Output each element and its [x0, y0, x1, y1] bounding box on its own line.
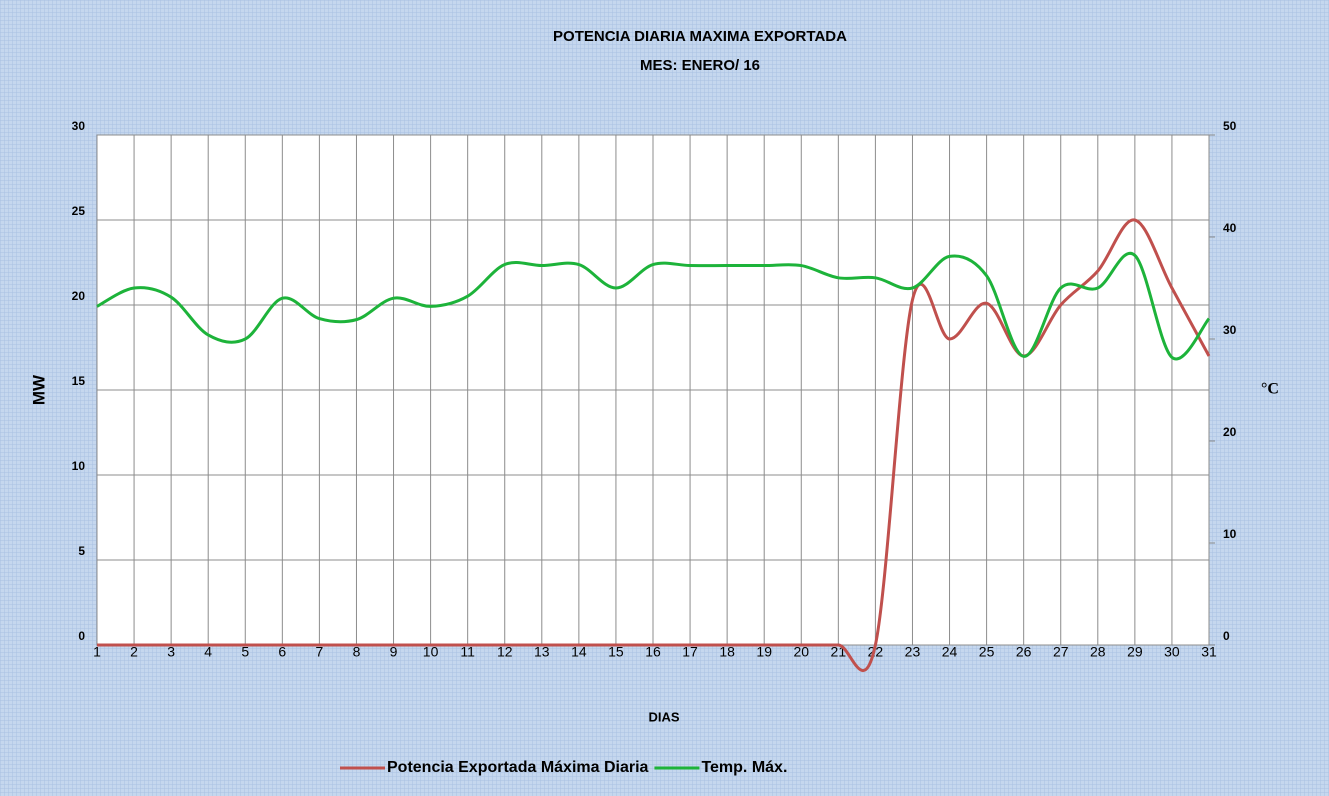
series-line [96, 251, 1211, 361]
x-tick-label: 25 [979, 644, 995, 660]
x-tick-label: 29 [1127, 644, 1143, 660]
y-tick-label: 0 [78, 629, 85, 643]
y-axis-label: MW [29, 374, 48, 405]
x-tick-label: 15 [608, 644, 624, 660]
x-tick-label: 27 [1053, 644, 1069, 660]
x-tick-label: 7 [316, 644, 324, 660]
y2-tick-label: 30 [1223, 323, 1237, 337]
y2-tick-label: 0 [1223, 629, 1230, 643]
x-axis-label: DIAS [648, 709, 679, 724]
chart-title: POTENCIA DIARIA MAXIMA EXPORTADA [553, 28, 847, 45]
chart-subtitle: MES: ENERO/ 16 [640, 57, 760, 74]
y-tick-label: 15 [72, 374, 86, 388]
x-tick-label: 31 [1201, 644, 1217, 660]
y-tick-label: 20 [72, 289, 86, 303]
y2-tick-label: 10 [1223, 527, 1237, 541]
x-tick-label: 8 [353, 644, 361, 660]
x-tick-label: 13 [534, 644, 550, 660]
x-tick-label: 24 [942, 644, 958, 660]
x-tick-label: 6 [278, 644, 286, 660]
legend-label: Temp. Máx. [701, 759, 787, 776]
x-tick-label: 2 [130, 644, 138, 660]
x-tick-label: 1 [93, 644, 101, 660]
x-tick-label: 14 [571, 644, 587, 660]
x-tick-label: 11 [460, 644, 475, 660]
y2-tick-label: 40 [1223, 221, 1237, 235]
x-tick-label: 4 [204, 644, 212, 660]
x-tick-label: 18 [719, 644, 735, 660]
y-tick-label: 25 [72, 204, 86, 218]
y2-tick-label: 50 [1223, 119, 1237, 133]
x-tick-label: 26 [1016, 644, 1032, 660]
x-tick-label: 16 [645, 644, 661, 660]
x-tick-label: 19 [756, 644, 772, 660]
y-tick-label: 30 [72, 119, 86, 133]
y-tick-label: 5 [78, 544, 85, 558]
x-tick-label: 5 [241, 644, 249, 660]
x-tick-label: 20 [793, 644, 809, 660]
x-tick-label: 12 [497, 644, 513, 660]
x-tick-label: 17 [682, 644, 698, 660]
x-tick-label: 23 [905, 644, 921, 660]
x-tick-label: 28 [1090, 644, 1106, 660]
y2-axis-label: °C [1261, 381, 1279, 398]
x-tick-label: 30 [1164, 644, 1180, 660]
y-tick-label: 10 [72, 459, 86, 473]
x-tick-label: 9 [390, 644, 398, 660]
legend-label: Potencia Exportada Máxima Diaria [387, 759, 649, 776]
x-tick-label: 10 [423, 644, 439, 660]
y2-tick-label: 20 [1223, 425, 1237, 439]
x-tick-label: 3 [167, 644, 175, 660]
